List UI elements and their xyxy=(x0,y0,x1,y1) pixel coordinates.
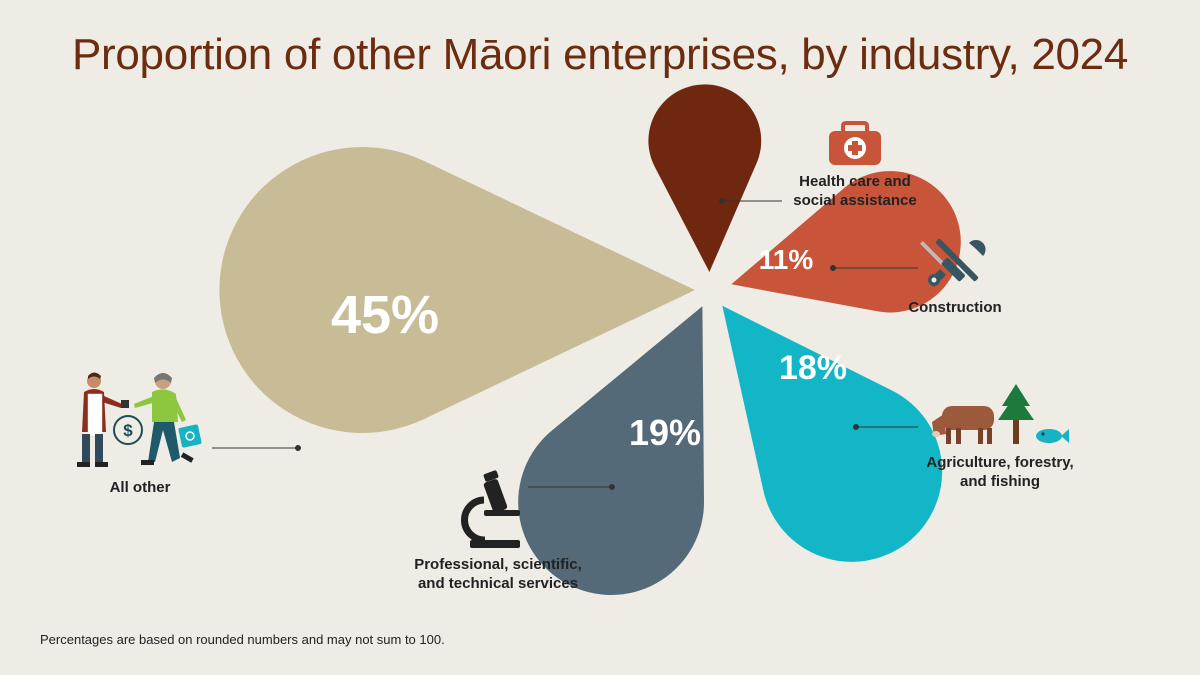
wrench-screwdriver-icon xyxy=(919,238,986,287)
shop-people-icon: $ xyxy=(77,372,202,467)
category-label-health: Health care and social assistance xyxy=(793,173,917,209)
cow-tree-fish-icon xyxy=(932,384,1069,444)
pct-label-health: 7% xyxy=(664,166,707,199)
first-aid-kit-icon xyxy=(829,121,881,165)
pct-label-construction: 11% xyxy=(759,244,814,275)
category-label-professional: Professional, scientific, and technical … xyxy=(414,556,582,592)
pct-label-professional: 19% xyxy=(629,412,701,453)
petal-professional xyxy=(518,306,705,595)
category-label-all-other: All other xyxy=(109,479,171,496)
petal-agriculture xyxy=(722,305,943,562)
svg-text:$: $ xyxy=(123,421,133,440)
pct-label-agriculture: 18% xyxy=(779,349,847,387)
pct-label-all-other: 45% xyxy=(331,285,439,345)
petal-all-other xyxy=(219,147,695,434)
petal-construction xyxy=(731,171,961,313)
category-label-agriculture: Agriculture, forestry, and fishing xyxy=(926,454,1074,490)
microscope-icon xyxy=(461,470,520,548)
footnote: Percentages are based on rounded numbers… xyxy=(40,632,445,647)
petal-health xyxy=(648,84,762,272)
chart-title: Proportion of other Māori enterprises, b… xyxy=(71,30,1129,79)
category-label-construction: Construction xyxy=(908,299,1002,316)
